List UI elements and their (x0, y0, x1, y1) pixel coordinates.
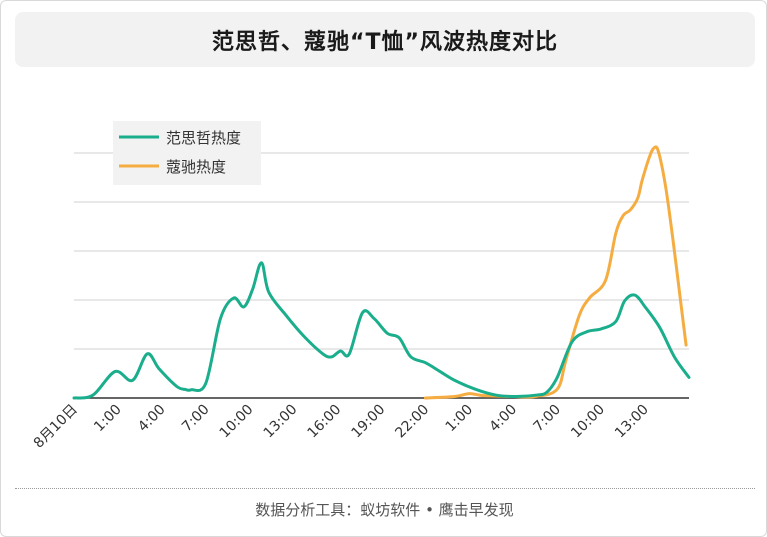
x-tick-label: 7:00 (179, 402, 213, 436)
legend-label: 蔻驰热度 (166, 158, 226, 176)
title-bar: 范思哲、蔻驰“T恤”风波热度对比 (15, 12, 755, 67)
series-lines (72, 145, 691, 400)
x-tick-label: 4:00 (135, 402, 169, 436)
x-axis-labels: 8月10日 1:00 4:00 7:00 10:00 13:00 16:00 19:00 22:… (31, 402, 652, 452)
footer-divider (15, 488, 755, 489)
x-tick-label: 16:00 (305, 402, 345, 442)
legend-background (113, 121, 261, 185)
x-tick-label: 1:00 (443, 402, 477, 436)
series-versace-line (72, 261, 691, 400)
x-tick-label: 4:00 (487, 402, 521, 436)
grid-lines (74, 152, 689, 399)
x-tick-label: 22:00 (392, 402, 432, 442)
chart-title: 范思哲、蔻驰“T恤”风波热度对比 (212, 29, 558, 55)
series-coach-line (423, 145, 688, 400)
data-source-note: 数据分析工具：蚁坊软件 • 鹰击早发现 (255, 501, 514, 519)
x-tick-label: 13:00 (612, 402, 652, 442)
x-tick-label: 8月10日 (31, 402, 81, 452)
legend-label: 范思哲热度 (166, 129, 241, 147)
x-tick-label: 13:00 (261, 402, 301, 442)
x-tick-label: 1:00 (91, 402, 125, 436)
x-tick-label: 19:00 (348, 402, 388, 442)
x-tick-label: 10:00 (217, 402, 257, 442)
x-tick-label: 10:00 (568, 402, 608, 442)
line-chart: 8月10日 1:00 4:00 7:00 10:00 13:00 16:00 19:00 22:… (31, 121, 691, 452)
x-tick-label: 7:00 (530, 402, 564, 436)
